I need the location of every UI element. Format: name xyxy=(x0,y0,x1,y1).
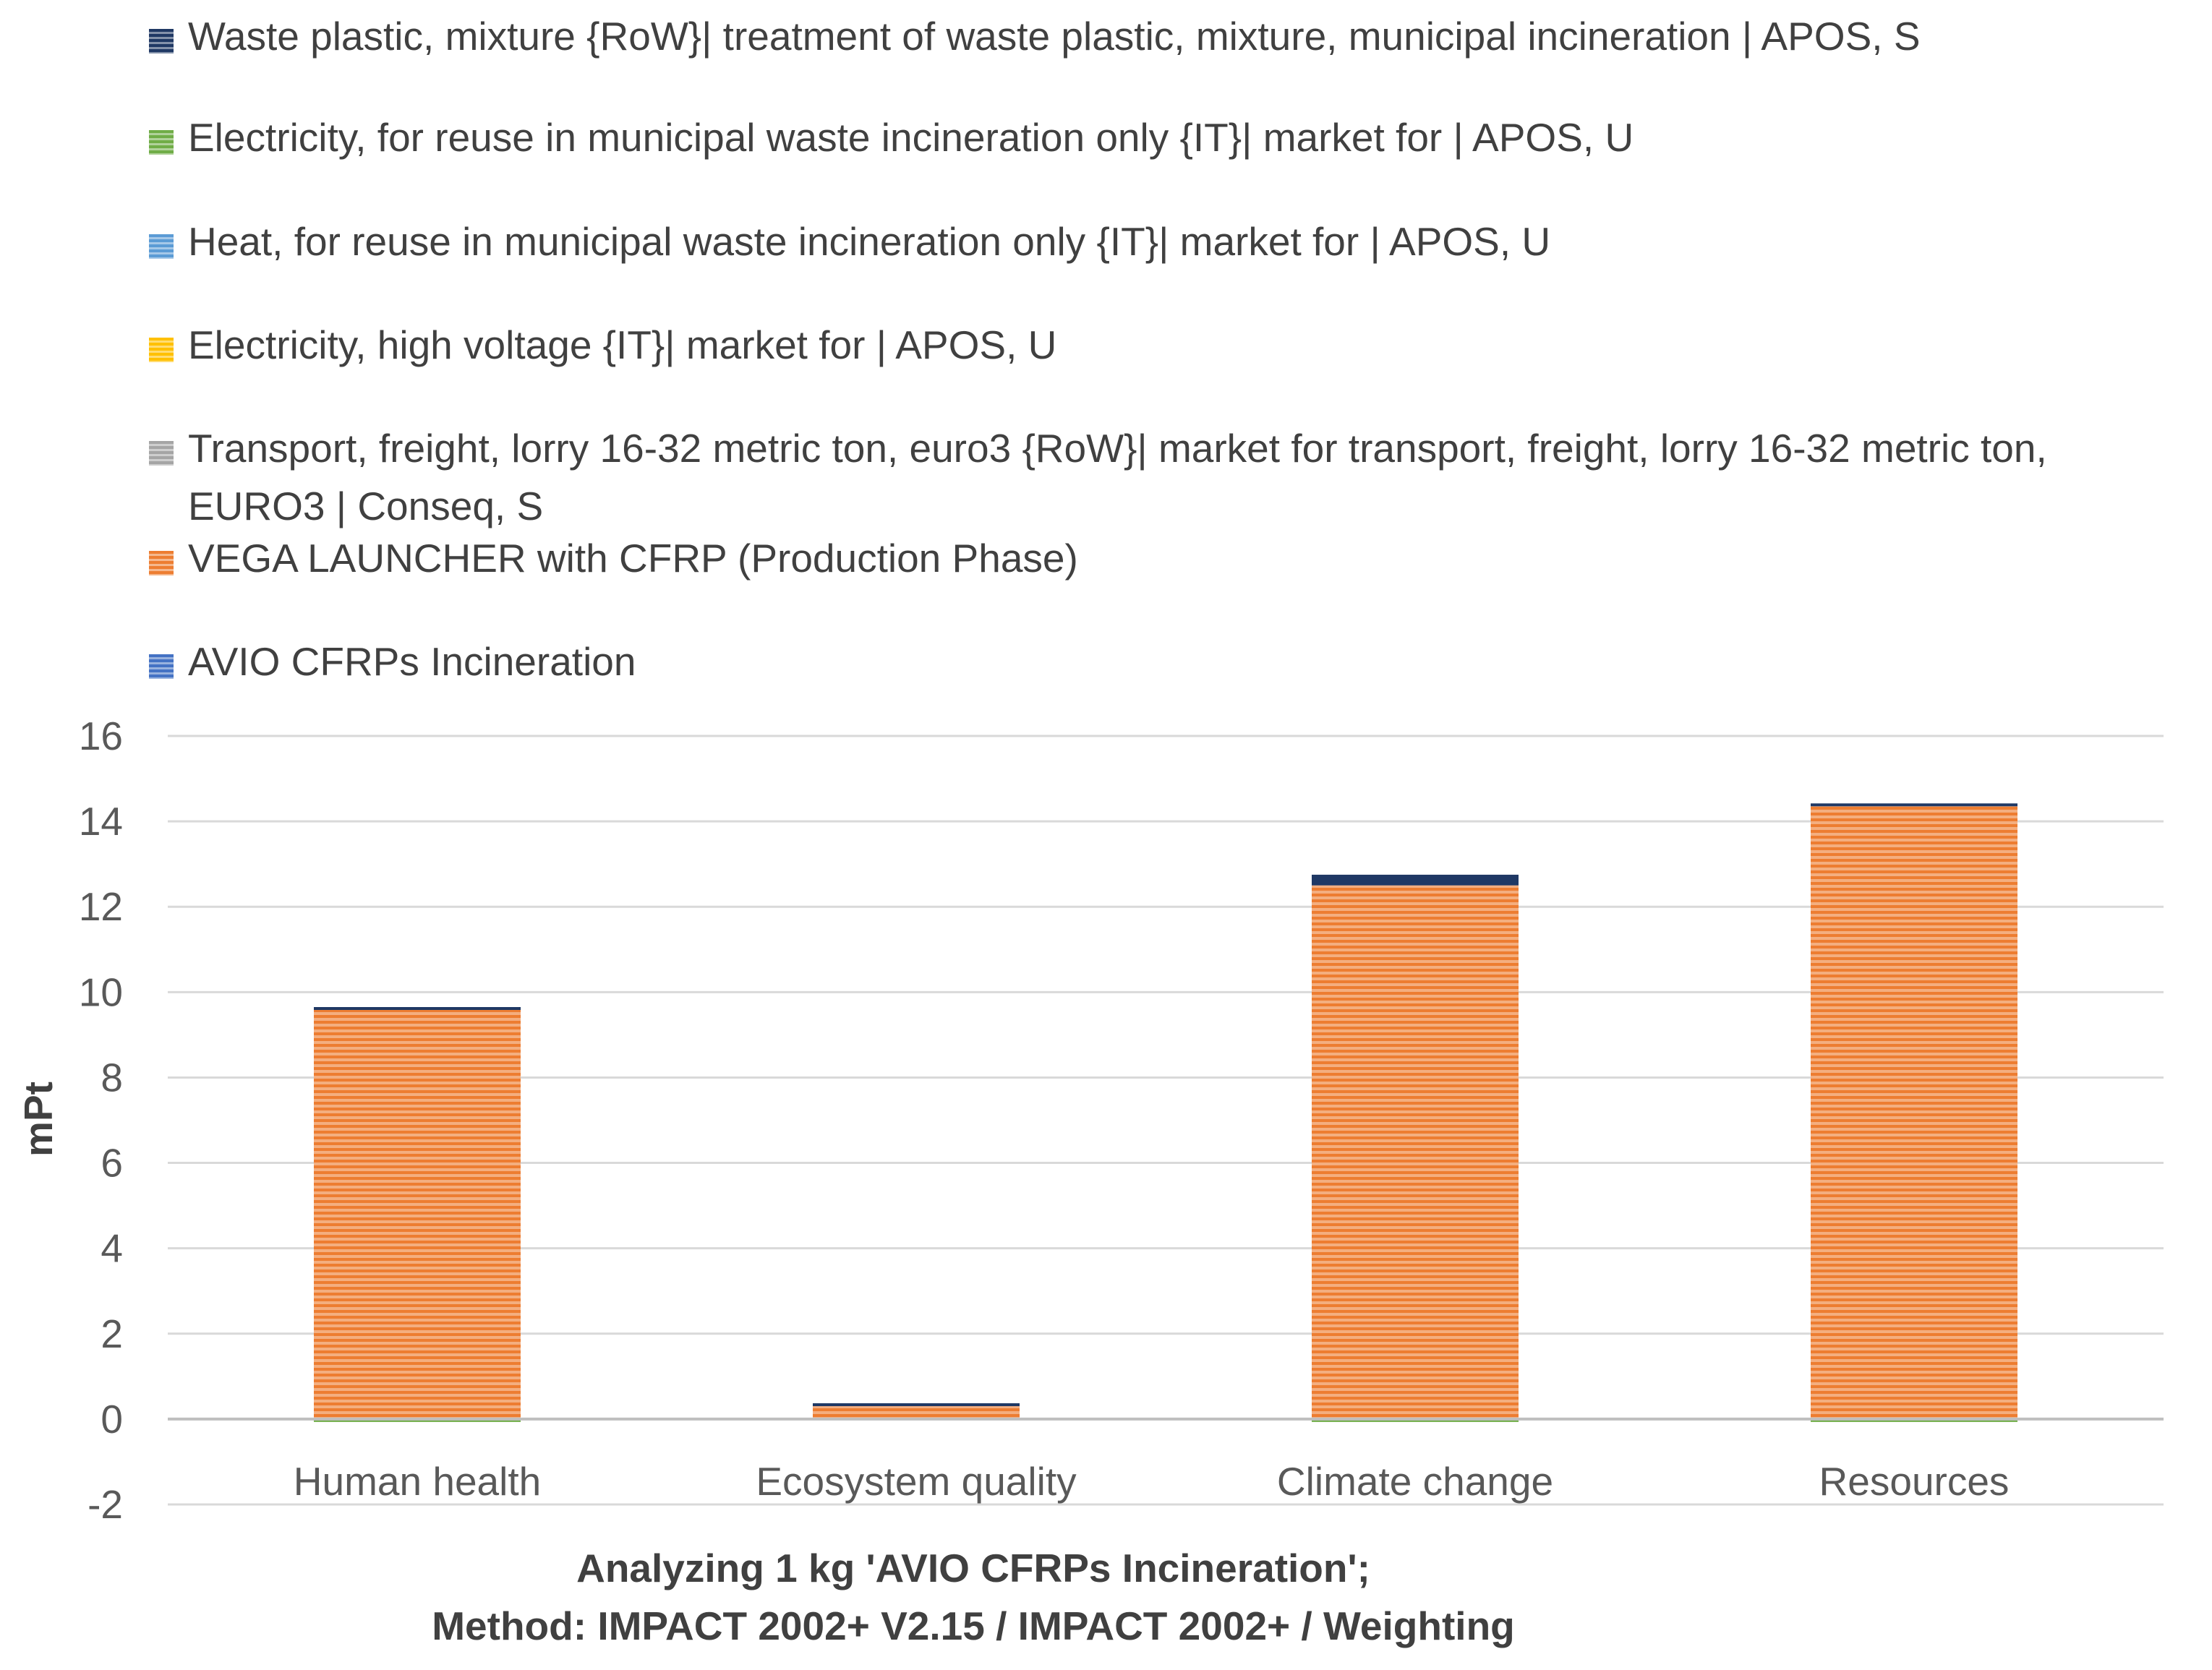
y-tick-label: 8 xyxy=(101,1055,123,1100)
legend-item: Electricity, high voltage {IT}| market f… xyxy=(149,316,2177,374)
bar-segment-texture xyxy=(314,1009,521,1419)
legend-swatch xyxy=(149,551,174,575)
y-tick-label: 14 xyxy=(79,799,123,844)
legend-label: Heat, for reuse in municipal waste incin… xyxy=(188,219,1551,264)
y-tick-label: 0 xyxy=(101,1397,123,1442)
x-tick-label: Climate change xyxy=(1277,1459,1553,1504)
y-tick-label: 4 xyxy=(101,1226,123,1271)
legend-swatch xyxy=(149,338,174,362)
bar-segment xyxy=(813,1403,1020,1407)
legend-item: Electricity, for reuse in municipal wast… xyxy=(149,108,2177,166)
legend-label: Transport, freight, lorry 16-32 metric t… xyxy=(188,426,2047,528)
legend-label: VEGA LAUNCHER with CFRP (Production Phas… xyxy=(188,536,1078,581)
bar-segment xyxy=(314,1007,521,1011)
y-axis-label: mPt xyxy=(16,1082,61,1157)
x-axis-title-line-2: Method: IMPACT 2002+ V2.15 / IMPACT 2002… xyxy=(432,1603,1515,1648)
x-tick-label: Resources xyxy=(1819,1459,2010,1504)
y-tick-label: -2 xyxy=(87,1482,123,1527)
legend-label: Waste plastic, mixture {RoW}| treatment … xyxy=(188,14,1921,59)
legend-item: Waste plastic, mixture {RoW}| treatment … xyxy=(149,7,2177,65)
bar-segment xyxy=(1312,874,1519,886)
legend-item: Transport, freight, lorry 16-32 metric t… xyxy=(149,419,2177,535)
legend-item: AVIO CFRPs Incineration xyxy=(149,633,2177,690)
bar-segment-texture xyxy=(1312,885,1519,1419)
legend-swatch xyxy=(149,234,174,259)
legend-label: Electricity, high voltage {IT}| market f… xyxy=(188,322,1057,367)
bar-segment xyxy=(1811,803,2017,807)
y-tick-label: 12 xyxy=(79,884,123,929)
y-tick-label: 2 xyxy=(101,1311,123,1356)
y-tick-label: 10 xyxy=(79,969,123,1014)
legend-item: Heat, for reuse in municipal waste incin… xyxy=(149,213,2177,270)
legend-swatch xyxy=(149,130,174,155)
legend-swatch xyxy=(149,654,174,679)
y-tick-label: 6 xyxy=(101,1141,123,1186)
y-tick-label: 16 xyxy=(79,714,123,758)
legend-item: VEGA LAUNCHER with CFRP (Production Phas… xyxy=(149,529,2177,587)
bar-segment-texture xyxy=(1811,804,2017,1419)
legend-label: AVIO CFRPs Incineration xyxy=(188,639,636,684)
legend-swatch xyxy=(149,29,174,53)
legend-swatch xyxy=(149,441,174,466)
x-tick-label: Human health xyxy=(294,1459,541,1504)
bar-segment-texture xyxy=(813,1404,1020,1419)
x-axis-title-line-1: Analyzing 1 kg 'AVIO CFRPs Incineration'… xyxy=(576,1546,1370,1590)
legend-label: Electricity, for reuse in municipal wast… xyxy=(188,115,1634,160)
x-tick-label: Ecosystem quality xyxy=(756,1459,1077,1504)
